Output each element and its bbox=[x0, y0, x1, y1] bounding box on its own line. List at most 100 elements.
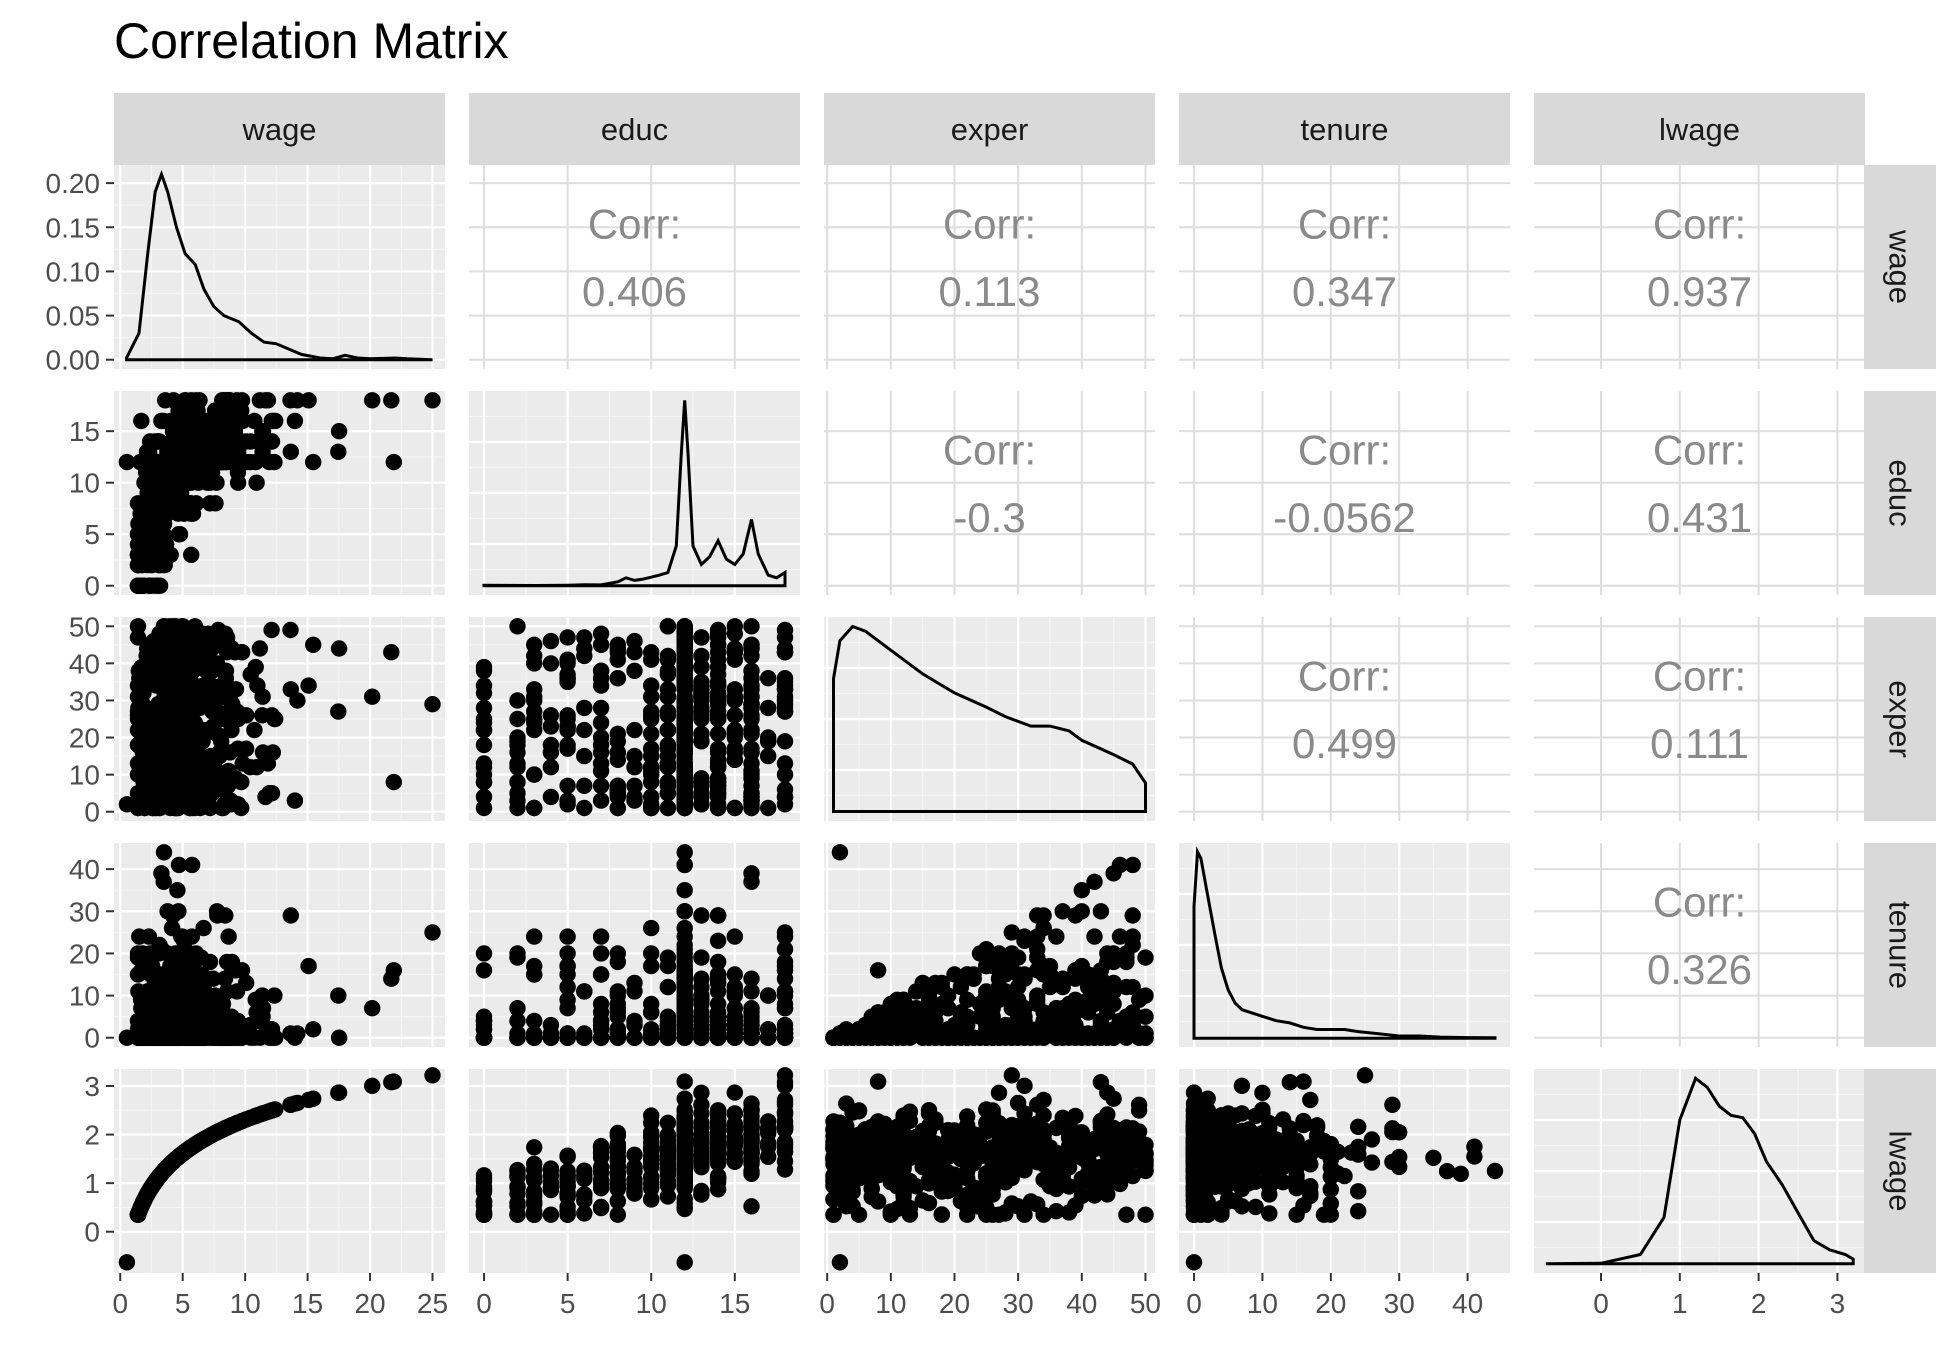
data-point bbox=[693, 970, 710, 987]
data-point bbox=[659, 651, 677, 668]
data-point bbox=[659, 755, 677, 772]
data-point bbox=[330, 987, 347, 1004]
data-point bbox=[135, 1008, 152, 1025]
data-point bbox=[693, 647, 710, 665]
data-point bbox=[592, 945, 610, 962]
data-point bbox=[542, 632, 560, 650]
data-point bbox=[693, 987, 710, 1004]
data-point bbox=[251, 1029, 269, 1046]
data-point bbox=[1016, 1206, 1033, 1223]
data-point bbox=[709, 1012, 727, 1030]
data-point bbox=[1086, 928, 1103, 945]
data-point bbox=[263, 621, 280, 639]
data-point bbox=[218, 983, 236, 1000]
data-point bbox=[609, 1206, 626, 1223]
data-point bbox=[592, 792, 610, 809]
data-point bbox=[592, 1029, 610, 1046]
data-point bbox=[305, 1021, 322, 1038]
data-point bbox=[776, 953, 794, 971]
data-point bbox=[1016, 1016, 1033, 1034]
data-point bbox=[542, 1161, 560, 1179]
data-point bbox=[626, 1183, 643, 1201]
data-point bbox=[776, 1029, 794, 1046]
panel-exper-tenure: Corr:0.499 bbox=[1179, 617, 1510, 821]
data-point bbox=[676, 1162, 693, 1180]
data-point bbox=[526, 1206, 543, 1223]
data-point bbox=[199, 1128, 217, 1146]
data-point bbox=[676, 1008, 693, 1025]
data-point bbox=[146, 636, 164, 653]
data-point bbox=[1080, 978, 1097, 996]
data-point bbox=[526, 766, 543, 783]
data-point bbox=[559, 991, 576, 1008]
data-point bbox=[229, 1029, 246, 1046]
data-point bbox=[1105, 974, 1122, 992]
data-point bbox=[760, 799, 777, 817]
data-point bbox=[676, 773, 693, 791]
data-point bbox=[149, 577, 166, 594]
data-point bbox=[659, 618, 677, 635]
corr-label: Corr: bbox=[1653, 426, 1746, 473]
data-point bbox=[659, 957, 677, 975]
data-point bbox=[643, 796, 660, 813]
data-point bbox=[251, 640, 269, 657]
data-point bbox=[194, 733, 211, 750]
data-point bbox=[882, 1029, 899, 1046]
data-point bbox=[194, 658, 211, 676]
data-point bbox=[709, 1150, 727, 1167]
data-point bbox=[542, 1206, 560, 1223]
data-point bbox=[330, 443, 347, 460]
data-point bbox=[249, 677, 266, 694]
data-point bbox=[157, 392, 174, 409]
data-point bbox=[155, 844, 173, 861]
data-point bbox=[1067, 907, 1084, 924]
data-point bbox=[626, 788, 643, 806]
corr-value: -0.3 bbox=[953, 494, 1025, 541]
data-point bbox=[592, 1137, 610, 1155]
data-point bbox=[592, 928, 610, 945]
data-point bbox=[743, 792, 760, 809]
data-point bbox=[509, 710, 526, 728]
data-point bbox=[229, 796, 246, 813]
data-point bbox=[592, 699, 610, 717]
data-point bbox=[743, 1029, 760, 1046]
panel-lwage-exper bbox=[824, 1067, 1155, 1273]
data-point bbox=[743, 1198, 760, 1215]
panel-educ-tenure: Corr:-0.0562 bbox=[1179, 391, 1510, 595]
data-point bbox=[978, 1101, 995, 1118]
data-point bbox=[166, 625, 183, 642]
data-point bbox=[609, 953, 626, 971]
data-point bbox=[218, 953, 236, 971]
data-point bbox=[709, 725, 727, 742]
data-point bbox=[676, 1131, 693, 1149]
data-point bbox=[188, 970, 205, 987]
data-point bbox=[709, 907, 727, 924]
data-point bbox=[576, 747, 593, 765]
data-point bbox=[1092, 903, 1110, 920]
data-point bbox=[693, 907, 710, 924]
data-point bbox=[576, 1029, 593, 1046]
data-point bbox=[659, 978, 677, 996]
data-point bbox=[592, 662, 610, 679]
data-point bbox=[174, 412, 192, 430]
data-point bbox=[559, 655, 576, 672]
data-point bbox=[385, 773, 402, 791]
data-point bbox=[135, 773, 152, 791]
data-point bbox=[1073, 957, 1091, 975]
data-point bbox=[229, 474, 247, 491]
data-point bbox=[149, 1170, 166, 1187]
panel-exper-lwage: Corr:0.111 bbox=[1534, 617, 1865, 821]
data-point bbox=[776, 924, 794, 941]
data-point bbox=[286, 412, 304, 430]
data-point bbox=[743, 1095, 760, 1112]
data-point bbox=[218, 644, 236, 661]
scatter-points bbox=[475, 618, 794, 817]
panel-wage-tenure: Corr:0.347 bbox=[1179, 165, 1510, 369]
data-point bbox=[592, 1198, 610, 1216]
data-point bbox=[171, 651, 189, 668]
data-point bbox=[129, 677, 147, 694]
data-point bbox=[643, 1029, 660, 1046]
data-point bbox=[385, 453, 402, 471]
data-point bbox=[676, 710, 693, 728]
data-point bbox=[709, 744, 727, 761]
